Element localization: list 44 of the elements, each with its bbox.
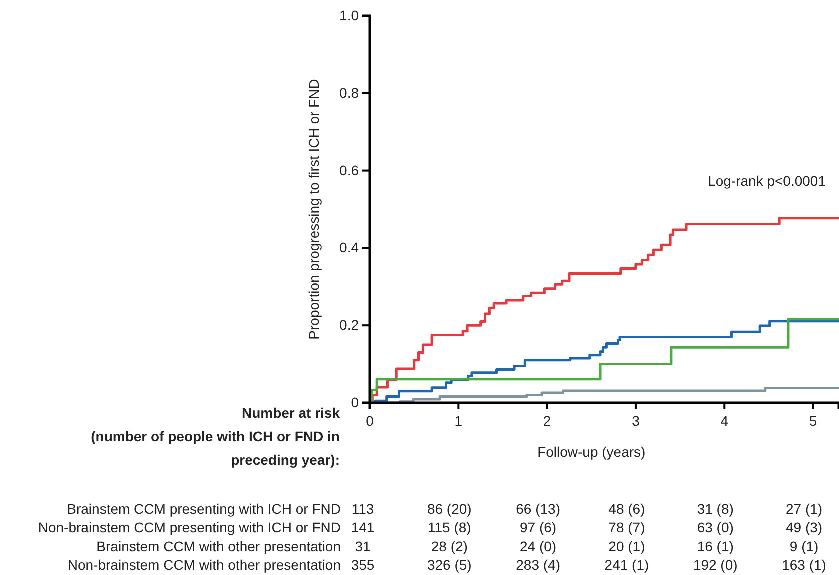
text: 241 (1): [604, 557, 650, 574]
annotation: Log-rank p<0.0001: [708, 173, 826, 189]
text: 31 (8): [697, 501, 734, 517]
y-tick-label: 0.8: [340, 84, 360, 101]
text: 192 (0): [693, 557, 738, 574]
y-tick-label: 0.4: [340, 240, 360, 256]
text: 283 (4): [516, 557, 560, 574]
x-tick-label: 1: [454, 413, 463, 429]
y-tick-label: 0.6: [340, 162, 360, 178]
x-tick-label: 3: [632, 413, 640, 429]
text: 16 (1): [697, 538, 734, 554]
text: 20 (1): [608, 538, 646, 554]
text: Non-brainstem CCM presenting with ICH or FND: [38, 520, 341, 536]
text: 9 (1): [790, 538, 819, 554]
y-tick-label: 1.0: [340, 7, 360, 24]
text: Number at risk (number of people with ICH or FND in preceding year):: [91, 405, 340, 468]
text: 355: [351, 557, 375, 574]
text: 31: [355, 538, 371, 554]
x-axis-title: Follow-up (years): [538, 444, 646, 460]
text: Brainstem CCM with other presentation: [96, 538, 341, 554]
text: 49 (3): [786, 520, 823, 536]
x-tick-label: 0: [366, 413, 374, 429]
text: 141: [351, 520, 375, 536]
text: 28 (2): [431, 538, 468, 554]
text: Non-brainstem CCM with other presentation: [68, 557, 341, 574]
text: Brainstem CCM presenting with ICH or FND: [67, 501, 341, 517]
text: 78 (7): [608, 520, 646, 536]
y-axis-title: Proportion progressing to first ICH or FND: [306, 79, 322, 340]
x-tick-label: 5: [809, 413, 818, 429]
x-tick-label: 4: [720, 413, 729, 429]
y-tick-label: 0.2: [340, 317, 360, 334]
text: 113: [352, 501, 374, 517]
text: 115 (8): [428, 520, 472, 536]
x-tick-label: 2: [543, 413, 552, 429]
text: 63 (0): [697, 520, 734, 536]
text: 66 (13): [516, 501, 560, 517]
y-tick-label: 0: [351, 394, 360, 410]
text: 163 (1): [782, 557, 826, 574]
text: 97 (6): [520, 520, 557, 536]
text: 48 (6): [608, 501, 646, 517]
text: 326 (5): [427, 557, 472, 574]
text: 27 (1): [786, 501, 823, 517]
text: 86 (20): [427, 501, 472, 517]
text: 24 (0): [520, 538, 557, 554]
